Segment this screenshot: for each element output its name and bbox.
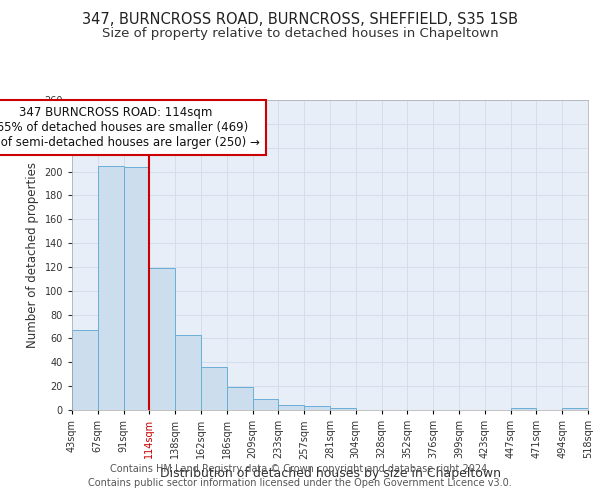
Bar: [98, 166, 124, 410]
Bar: [304, 406, 330, 410]
Text: 347, BURNCROSS ROAD, BURNCROSS, SHEFFIELD, S35 1SB: 347, BURNCROSS ROAD, BURNCROSS, SHEFFIEL…: [82, 12, 518, 28]
Bar: [227, 388, 253, 410]
Text: Size of property relative to detached houses in Chapeltown: Size of property relative to detached ho…: [101, 28, 499, 40]
Bar: [149, 268, 175, 410]
Bar: [562, 408, 588, 410]
Bar: [124, 167, 149, 410]
Text: 347 BURNCROSS ROAD: 114sqm
← 65% of detached houses are smaller (469)
34% of sem: 347 BURNCROSS ROAD: 114sqm ← 65% of deta…: [0, 106, 260, 149]
Bar: [511, 408, 536, 410]
Bar: [175, 335, 201, 410]
Bar: [278, 405, 304, 410]
Bar: [330, 408, 356, 410]
X-axis label: Distribution of detached houses by size in Chapeltown: Distribution of detached houses by size …: [160, 467, 500, 480]
Y-axis label: Number of detached properties: Number of detached properties: [26, 162, 39, 348]
Bar: [72, 330, 98, 410]
Text: Contains HM Land Registry data © Crown copyright and database right 2024.
Contai: Contains HM Land Registry data © Crown c…: [88, 464, 512, 487]
Bar: [253, 400, 278, 410]
Bar: [201, 367, 227, 410]
